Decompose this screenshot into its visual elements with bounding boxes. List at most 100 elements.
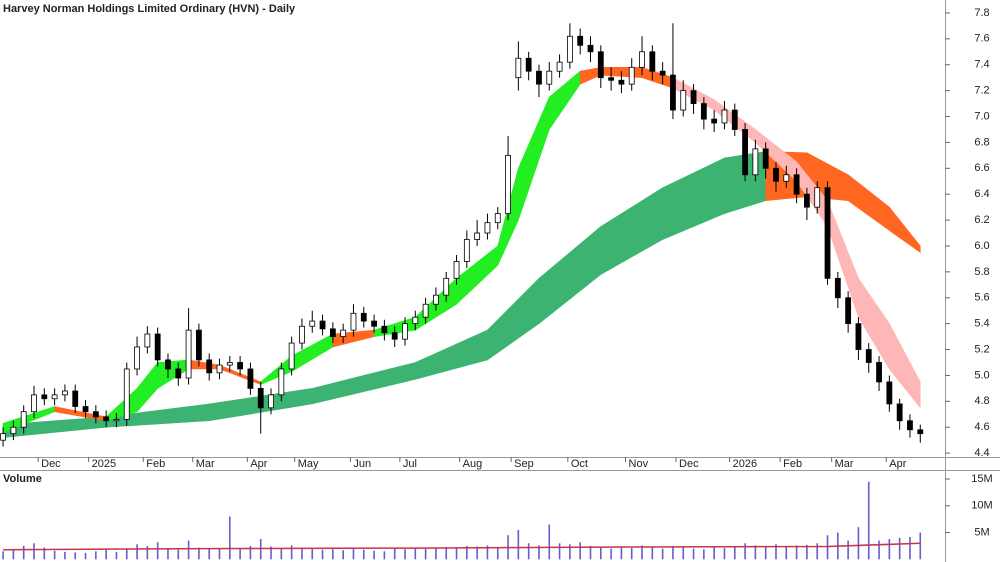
candle-body [175, 368, 182, 379]
candle-body [247, 368, 254, 389]
x-tick-label: Nov [629, 458, 649, 470]
volume-bar [538, 545, 540, 560]
candle-body [834, 277, 841, 299]
y-tick-label: 5.0 [974, 369, 989, 381]
volume-bar [476, 546, 478, 560]
candle-body [412, 316, 419, 325]
candle-body [484, 222, 491, 234]
candle-body [639, 51, 645, 68]
candle-body [546, 70, 553, 85]
candle-body [577, 35, 584, 46]
candle-body [804, 193, 810, 208]
candle-body [649, 51, 656, 72]
volume-bar [12, 549, 15, 560]
candle-body [433, 294, 439, 305]
volume-bar [651, 547, 654, 560]
x-tick-label: Jul [403, 458, 417, 470]
volume-bar [548, 524, 551, 560]
volume-bar [424, 548, 427, 560]
volume-bar [517, 529, 520, 560]
panel-title: Volume [3, 473, 42, 485]
volume-bar [527, 543, 530, 560]
candle-body [515, 57, 522, 79]
y-tick-label: 7.6 [974, 33, 989, 45]
candle-body [463, 239, 470, 262]
candle-body [886, 381, 893, 405]
volume-bar [795, 545, 798, 560]
candle-body [299, 325, 305, 344]
ribbon-segment [889, 323, 921, 409]
candle-body [773, 167, 779, 182]
candle-body [865, 349, 872, 363]
volume-bar [342, 550, 344, 560]
volume-bar [847, 540, 849, 560]
volume-bar [352, 548, 355, 560]
volume-bar [445, 547, 448, 560]
volume-bar [733, 546, 736, 560]
candle-body [206, 359, 213, 374]
candle-body [268, 394, 274, 409]
candle-body [288, 342, 295, 370]
volume-bar [33, 543, 35, 560]
candle-body [628, 66, 635, 85]
candle-body [319, 320, 326, 330]
candle-body [134, 346, 140, 370]
candle-body [525, 57, 532, 72]
volume-bar [785, 546, 788, 560]
volume-bar [692, 548, 695, 560]
candle-body [72, 390, 79, 407]
volume-bar [620, 546, 623, 560]
candle-body [185, 329, 192, 379]
volume-bar [156, 542, 159, 560]
y-tick-label: 7.4 [974, 59, 989, 71]
y-tick-label: 5.2 [974, 343, 989, 355]
candle-body [896, 403, 903, 422]
candle-body [371, 320, 377, 327]
volume-bar [455, 548, 458, 560]
volume-bar [579, 542, 581, 560]
volume-bar [630, 548, 633, 560]
volume-bar [115, 551, 118, 560]
y-tick-label: 6.6 [974, 162, 989, 174]
volume-bar [84, 552, 87, 560]
volume-bar [105, 549, 107, 560]
y-tick-label: 7.8 [974, 7, 989, 19]
chart-title: Harvey Norman Holdings Limited Ordinary … [3, 3, 296, 15]
volume-bar [775, 544, 777, 560]
candle-body [257, 387, 264, 409]
candle-body [505, 154, 511, 215]
y-tick-label: 4.6 [974, 421, 989, 433]
candle-body [41, 394, 48, 400]
x-tick-label: Sep [514, 458, 534, 470]
candle-body [443, 277, 450, 296]
volume-bar [125, 548, 128, 560]
volume-bar [826, 535, 829, 560]
candle-body [536, 70, 542, 85]
x-tick-label: Apr [889, 458, 906, 470]
volume-bar [218, 548, 221, 560]
x-tick-label: Apr [250, 458, 267, 470]
volume-bar [53, 550, 56, 560]
volume-bar [311, 548, 314, 560]
volume-bar [713, 547, 715, 560]
volume-bar [301, 547, 303, 560]
volume-bar [703, 549, 705, 560]
x-tick-label: Feb [783, 458, 802, 470]
y-tick-label: 6.0 [974, 240, 989, 252]
x-tick-label: Dec [679, 458, 699, 470]
volume-bar [362, 549, 365, 560]
candle-body [670, 74, 676, 111]
candle-body [226, 362, 233, 366]
volume-bar [43, 547, 46, 560]
x-tick-label: 2026 [733, 458, 757, 470]
candle-body [309, 320, 316, 327]
candle-body [51, 394, 58, 400]
candle-body [144, 333, 151, 348]
volume-bar [239, 548, 241, 560]
volume-bar [672, 545, 674, 560]
y-tick-label: 7.0 [974, 110, 989, 122]
volume-bar [661, 548, 664, 560]
y-tick-label: 4.8 [974, 395, 989, 407]
